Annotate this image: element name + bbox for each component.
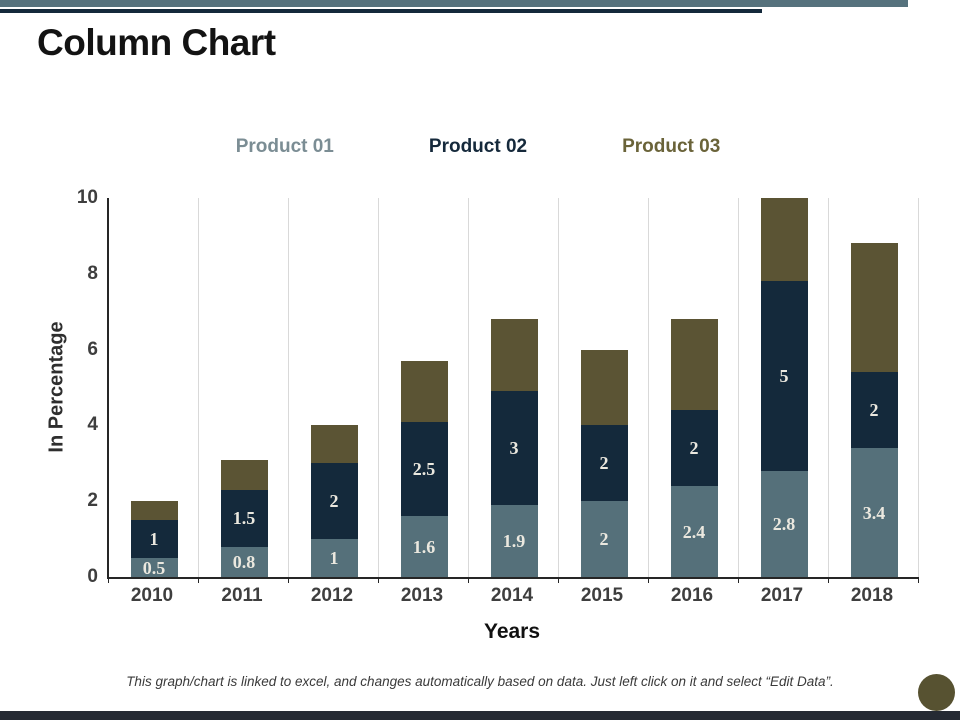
bar-segment-2015-series1: 2 — [580, 501, 628, 577]
gridline — [558, 198, 559, 577]
bar-data-label: 0.8 — [232, 551, 256, 572]
bar-segment-2010-series3 — [130, 501, 178, 521]
bar-data-label: 3 — [509, 438, 519, 459]
x-category-label: 2013 — [400, 585, 444, 606]
gridline — [378, 198, 379, 577]
bar-data-label: 2 — [599, 453, 609, 474]
y-tick-label: 2 — [87, 490, 98, 512]
y-tick-label: 6 — [87, 338, 98, 360]
gridline — [828, 198, 829, 577]
corner-circle-decoration — [918, 674, 955, 711]
x-category-label: 2017 — [760, 585, 804, 606]
bar-segment-2016-series1: 2.4 — [670, 486, 718, 577]
bar-data-label: 1 — [149, 529, 159, 550]
y-tick-label: 0 — [87, 566, 98, 587]
x-axis-tick — [558, 579, 559, 583]
legend: Product 01 Product 02 Product 03 — [73, 136, 883, 158]
bar-segment-2011-series1: 0.8 — [220, 546, 268, 577]
x-axis-tick — [198, 579, 199, 583]
x-axis-tick — [288, 579, 289, 583]
bar-data-label: 2.8 — [772, 513, 796, 534]
bar-segment-2018-series3 — [850, 243, 898, 373]
x-axis-tick — [828, 579, 829, 583]
bar-segment-2011-series2: 1.5 — [220, 489, 268, 547]
bar-segment-2010-series2: 1 — [130, 520, 178, 559]
x-category-label: 2012 — [310, 585, 354, 606]
bar-segment-2014-series1: 1.9 — [490, 505, 538, 577]
gridline — [918, 198, 919, 577]
x-category-label: 2014 — [490, 585, 534, 606]
x-axis-tick — [648, 579, 649, 583]
legend-item-1: Product 01 — [235, 136, 334, 157]
bar-segment-2013-series1: 1.6 — [400, 516, 448, 577]
gridline — [198, 198, 199, 577]
x-axis-title: Years — [483, 620, 541, 643]
bar-data-label: 0.5 — [142, 557, 166, 578]
bar-segment-2014-series3 — [490, 319, 538, 392]
x-axis-tick — [468, 579, 469, 583]
bar-segment-2017-series3 — [760, 198, 808, 282]
bar-segment-2018-series1: 3.4 — [850, 448, 898, 577]
gridline — [288, 198, 289, 577]
bar-data-label: 2.5 — [412, 459, 436, 479]
x-category-label: 2016 — [670, 585, 714, 606]
bar-segment-2016-series2: 2 — [670, 410, 718, 487]
y-tick-label: 10 — [76, 187, 98, 208]
x-axis-labels: 2010 2011 2012 2013 2014 2015 2016 2017 2018 — [107, 585, 917, 609]
x-axis-tick — [378, 579, 379, 583]
bar-segment-2011-series3 — [220, 459, 268, 490]
bar-data-label: 5 — [779, 366, 789, 387]
top-accent-bar-secondary — [0, 9, 762, 13]
x-category-label: 2018 — [850, 585, 894, 606]
bar-data-label: 2 — [869, 400, 879, 421]
bar-data-label: 1.6 — [412, 536, 436, 557]
bar-segment-2016-series3 — [670, 319, 718, 411]
bar-segment-2012-series2: 2 — [310, 463, 358, 540]
bar-data-label: 1.5 — [232, 508, 256, 529]
x-category-label: 2015 — [580, 585, 624, 606]
legend-item-2: Product 02 — [428, 136, 528, 157]
chart-plot[interactable]: 0.5 1 0.8 1.5 1 2 1.6 2.5 1.9 3 2 2 2.4 2 2.8 5 3.4 2 — [107, 198, 919, 583]
bar-segment-2013-series3 — [400, 361, 448, 422]
bar-segment-2012-series3 — [310, 425, 358, 464]
bar-data-label: 3.4 — [862, 502, 886, 523]
bar-segment-2015-series3 — [580, 349, 628, 426]
bar-segment-2017-series1: 2.8 — [760, 470, 808, 577]
bar-segment-2010-series1: 0.5 — [130, 557, 178, 578]
y-axis-ticks: 0 2 4 6 8 10 — [56, 188, 98, 587]
x-axis-tick — [918, 579, 919, 583]
bar-segment-2015-series2: 2 — [580, 425, 628, 502]
bar-segment-2014-series2: 3 — [490, 391, 538, 505]
y-tick-label: 8 — [87, 262, 98, 284]
bar-segment-2012-series1: 1 — [310, 539, 358, 577]
bar-data-label: 2 — [599, 529, 609, 550]
bar-segment-2017-series2: 5 — [760, 281, 808, 471]
bottom-accent-bar — [0, 711, 960, 720]
bar-data-label: 2 — [329, 491, 339, 512]
bar-segment-2018-series2: 2 — [850, 372, 898, 449]
bar-data-label: 1.9 — [502, 531, 526, 551]
x-axis-tick — [738, 579, 739, 583]
y-tick-label: 4 — [87, 414, 98, 436]
gridline — [738, 198, 739, 577]
gridline — [468, 198, 469, 577]
x-category-label: 2010 — [130, 585, 174, 606]
bar-data-label: 2.4 — [682, 521, 706, 542]
legend-item-3: Product 03 — [622, 136, 721, 157]
bar-data-label: 2 — [689, 438, 699, 459]
top-accent-bar-primary — [0, 0, 908, 7]
page-title: Column Chart — [37, 22, 276, 63]
x-axis-tick — [108, 579, 109, 583]
bar-data-label: 1 — [329, 548, 339, 569]
bar-segment-2013-series2: 2.5 — [400, 421, 448, 517]
gridline — [648, 198, 649, 577]
x-category-label: 2011 — [221, 585, 263, 606]
footer-note: This graph/chart is linked to excel, and… — [126, 674, 834, 689]
